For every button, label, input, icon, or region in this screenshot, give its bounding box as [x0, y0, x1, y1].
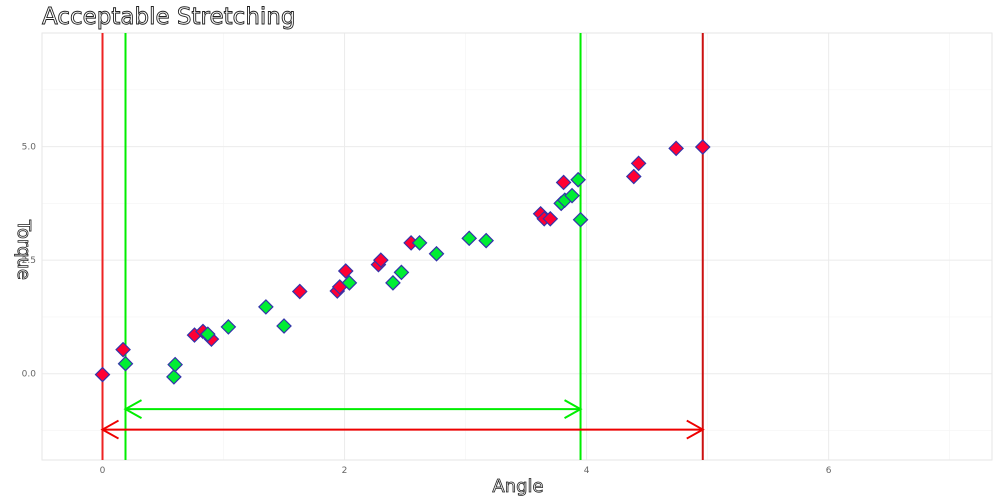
y-tick-label: 2.5 [22, 256, 36, 266]
data-point [694, 139, 711, 155]
data-point [385, 274, 401, 291]
data-point [220, 319, 237, 335]
x-tick-label: 0 [100, 466, 106, 476]
data-point [117, 355, 134, 372]
y-tick-label: 0.0 [22, 370, 37, 380]
plot-area [41, 32, 993, 461]
data-point [668, 140, 684, 157]
arrow-head-right [564, 399, 583, 419]
data-point [337, 263, 354, 279]
data-point [167, 356, 183, 373]
x-axis-ticks: 0 2 4 6 [100, 466, 832, 476]
y-axis-ticks: 0.0 2.5 5.0 [22, 143, 37, 380]
reference-lines [101, 33, 704, 460]
range-arrows [100, 399, 705, 440]
data-point [572, 211, 589, 228]
x-axis-title: Angle [492, 476, 543, 497]
x-tick-label: 2 [342, 466, 348, 476]
data-point [115, 341, 131, 358]
data-point [428, 245, 445, 262]
data-point [478, 232, 494, 249]
y-axis-title: Torque [13, 219, 34, 280]
data-point [199, 326, 216, 343]
arrow-head-left [100, 419, 119, 440]
data-point [258, 299, 274, 315]
y-tick-label: 5.0 [22, 143, 37, 153]
data-point [461, 230, 478, 247]
chart-title: Acceptable Stretching [42, 4, 295, 30]
data-point [393, 264, 410, 281]
data-point [373, 252, 389, 268]
data-point [94, 366, 111, 383]
x-tick-label: 4 [584, 466, 590, 476]
data-point [630, 155, 647, 172]
data-points [94, 139, 711, 385]
data-point [276, 318, 292, 334]
range-arrow [123, 399, 583, 419]
data-point [291, 283, 308, 300]
arrow-head-right [686, 419, 705, 440]
arrow-head-left [123, 399, 142, 419]
panel-border [41, 32, 993, 461]
data-point [166, 369, 182, 385]
data-point [570, 171, 586, 188]
data-point [625, 168, 642, 185]
range-arrow [100, 419, 705, 440]
data-point [411, 235, 428, 251]
grid [42, 33, 992, 460]
data-point [542, 210, 559, 227]
data-point [341, 274, 358, 291]
x-tick-label: 6 [826, 466, 832, 476]
data-point [555, 174, 572, 191]
data-point [564, 187, 580, 204]
